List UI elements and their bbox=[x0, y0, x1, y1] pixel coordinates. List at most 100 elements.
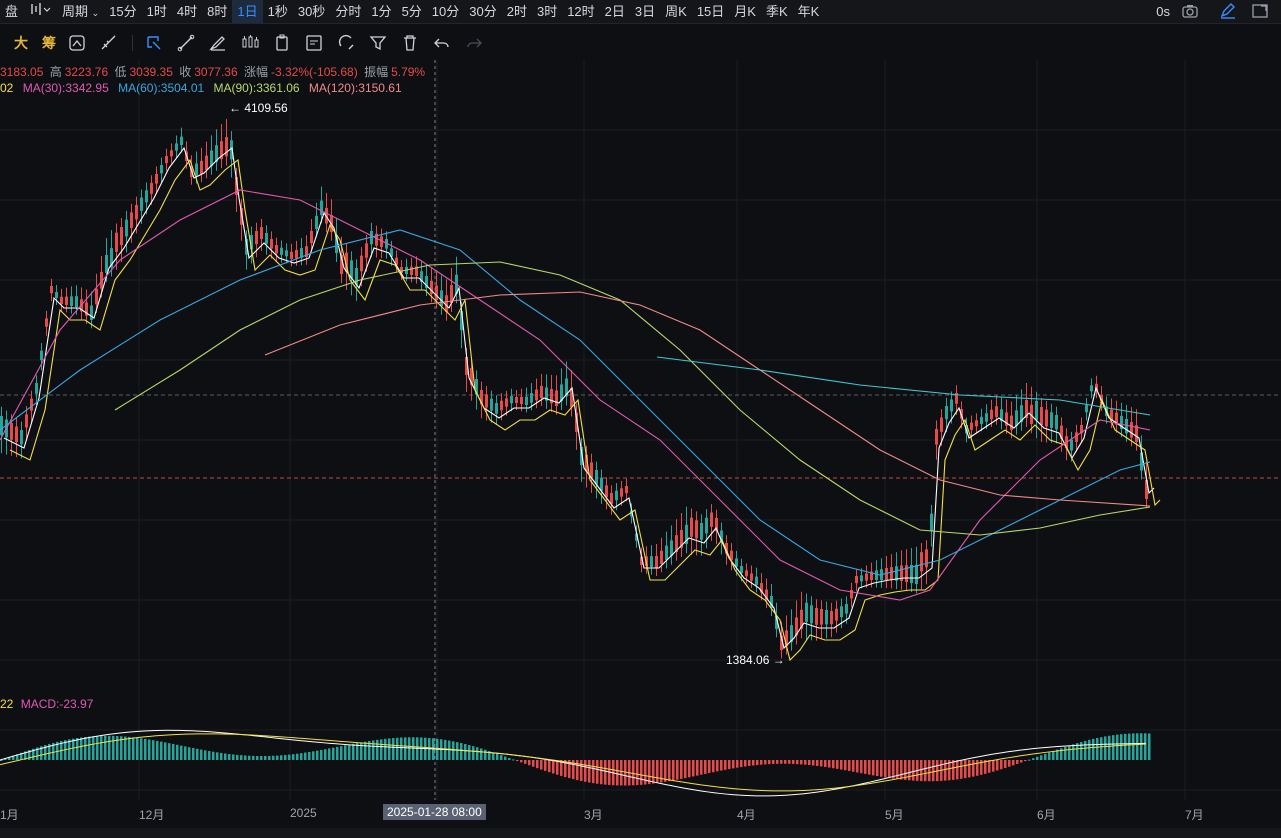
magnet-icon[interactable] bbox=[335, 32, 357, 54]
period-tab[interactable]: 1时 bbox=[146, 3, 167, 19]
macd-bar bbox=[84, 736, 87, 760]
macd-bar bbox=[764, 760, 767, 765]
macd-bar bbox=[304, 752, 307, 760]
period-tab[interactable]: 3时 bbox=[536, 3, 558, 19]
macd-bar bbox=[908, 760, 911, 781]
period-tab[interactable]: 5分 bbox=[401, 3, 422, 19]
candle-body bbox=[300, 248, 303, 258]
period-tab[interactable]: 1日 bbox=[232, 0, 263, 23]
macd-bar bbox=[1012, 760, 1015, 766]
menu-item-pan[interactable]: 盘 bbox=[5, 3, 19, 19]
macd-bar bbox=[492, 752, 495, 760]
trash-icon[interactable] bbox=[399, 32, 421, 54]
period-tab[interactable]: 2时 bbox=[506, 3, 527, 19]
macd-bar bbox=[248, 755, 251, 760]
candle-body bbox=[0, 416, 3, 436]
ma10-line bbox=[9, 158, 1161, 662]
change-value: -3.32%(-105.68) bbox=[271, 65, 358, 79]
macd-bar bbox=[932, 760, 935, 782]
candle-body bbox=[20, 430, 23, 445]
candle-body bbox=[825, 610, 828, 625]
candle-body bbox=[1115, 412, 1118, 425]
period-tab[interactable]: 3日 bbox=[634, 3, 656, 19]
candle-body bbox=[655, 556, 658, 568]
candle-body bbox=[120, 227, 123, 245]
camera-icon[interactable] bbox=[1181, 3, 1199, 22]
brush-icon[interactable] bbox=[207, 32, 229, 54]
candle-body bbox=[220, 141, 223, 160]
candle-body bbox=[570, 388, 573, 408]
macd-bar bbox=[864, 760, 867, 774]
redo-icon[interactable] bbox=[463, 32, 485, 54]
candle-body bbox=[1125, 418, 1128, 434]
candle-body bbox=[1080, 425, 1083, 434]
candle-tool-icon[interactable] bbox=[239, 32, 261, 54]
candle-body bbox=[850, 590, 853, 599]
macd-bar bbox=[452, 741, 455, 760]
clipboard-icon[interactable] bbox=[271, 32, 293, 54]
period-tab[interactable]: 4时 bbox=[176, 3, 198, 19]
macd-bar bbox=[712, 760, 715, 773]
candle-body bbox=[45, 318, 48, 327]
period-tab[interactable]: 1分 bbox=[371, 3, 392, 19]
period-tab[interactable]: 季K bbox=[765, 3, 788, 19]
period-tab[interactable]: 1秒 bbox=[267, 3, 288, 19]
macd-bar bbox=[144, 738, 147, 760]
macd-bar bbox=[592, 760, 595, 784]
filter-icon[interactable] bbox=[367, 32, 389, 54]
period-tab[interactable]: 12时 bbox=[567, 3, 595, 19]
indicator-icon[interactable] bbox=[66, 32, 88, 54]
candle-body bbox=[635, 533, 638, 541]
macd-bar bbox=[556, 760, 559, 775]
period-tab[interactable]: 10分 bbox=[431, 3, 460, 19]
ruler-icon[interactable] bbox=[98, 32, 120, 54]
draw-pen-icon[interactable] bbox=[1219, 2, 1237, 22]
fullscreen-icon[interactable] bbox=[1251, 3, 1269, 22]
macd-bar bbox=[804, 760, 807, 765]
period-tab[interactable]: 2日 bbox=[604, 3, 625, 19]
x-tick: 7月 bbox=[1185, 808, 1204, 822]
period-tab[interactable]: 8时 bbox=[207, 3, 228, 19]
candle-body bbox=[715, 517, 718, 532]
topbar-right: 0s bbox=[1151, 0, 1269, 23]
candle-body bbox=[615, 490, 618, 501]
candle-body bbox=[690, 517, 693, 537]
macd-bar bbox=[1092, 738, 1095, 760]
candle-body bbox=[350, 260, 353, 279]
candle-body bbox=[865, 573, 868, 581]
candle-body bbox=[265, 233, 268, 244]
macd-bar bbox=[12, 755, 15, 760]
candle-body bbox=[325, 207, 328, 224]
macd-bar bbox=[956, 760, 959, 780]
macd-bar bbox=[1004, 760, 1007, 768]
chips-button[interactable]: 筹 bbox=[42, 35, 56, 51]
period-tab[interactable]: 年K bbox=[797, 3, 820, 19]
candle-body bbox=[440, 290, 443, 306]
period-dropdown[interactable]: 周期 ⌄ bbox=[57, 0, 104, 23]
candle-body bbox=[1130, 422, 1133, 438]
x-tick: 4月 bbox=[737, 808, 756, 822]
candle-body bbox=[480, 390, 483, 405]
macd-bar bbox=[1112, 735, 1115, 760]
undo-icon[interactable] bbox=[431, 32, 453, 54]
period-tab[interactable]: 月K bbox=[734, 3, 756, 19]
macd-bar bbox=[96, 736, 99, 760]
period-tab[interactable]: 15日 bbox=[696, 3, 725, 19]
period-tab[interactable]: 30秒 bbox=[297, 3, 326, 19]
macd-bar bbox=[692, 760, 695, 777]
macd-bar bbox=[400, 737, 403, 760]
candle-body bbox=[625, 486, 628, 494]
kline-chart[interactable]: ← 4109.56 1384.06 → bbox=[0, 60, 1281, 800]
chart-type-icon[interactable] bbox=[23, 0, 57, 23]
select-cursor-icon[interactable] bbox=[143, 32, 165, 54]
line-tool-icon[interactable] bbox=[175, 32, 197, 54]
note-icon[interactable] bbox=[303, 32, 325, 54]
drawing-toolbar: 大 筹 bbox=[0, 30, 1281, 56]
big-order-button[interactable]: 大 bbox=[14, 35, 28, 51]
candle-body bbox=[975, 420, 978, 427]
macd-bar bbox=[800, 760, 803, 765]
period-tab[interactable]: 周K bbox=[665, 3, 687, 19]
period-tab[interactable]: 30分 bbox=[469, 3, 497, 19]
period-tab[interactable]: 15分 bbox=[109, 3, 137, 19]
period-tab[interactable]: 分时 bbox=[335, 3, 362, 19]
